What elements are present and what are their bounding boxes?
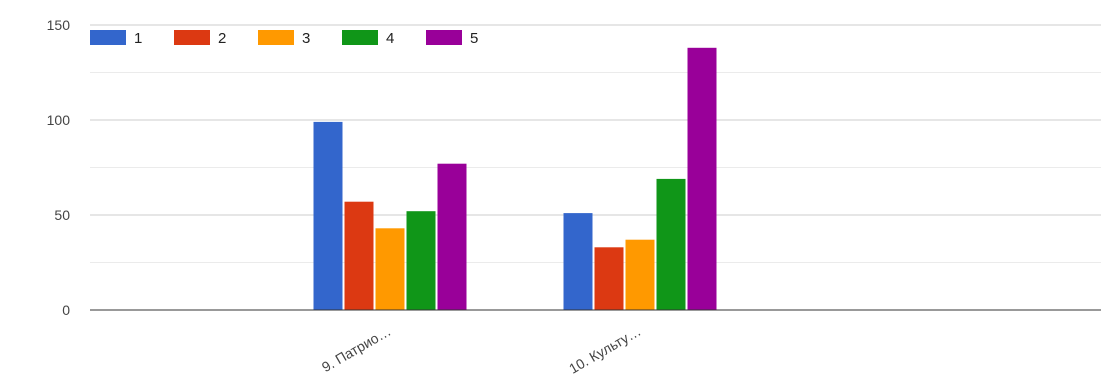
y-tick-label: 50 (54, 207, 70, 223)
y-axis-ticks: 0 50 100 150 (47, 17, 71, 318)
legend-swatch-4 (342, 30, 378, 45)
legend-swatch-1 (90, 30, 126, 45)
y-tick-label: 100 (47, 112, 71, 128)
legend-label-5: 5 (470, 30, 478, 47)
legend-swatch-2 (174, 30, 210, 45)
y-tick-label: 150 (47, 17, 71, 33)
bar-series-2-cat-2 (594, 247, 624, 310)
gridlines (90, 24, 1101, 263)
bar-series-2-cat-1 (344, 201, 374, 310)
legend-swatch-3 (258, 30, 294, 45)
x-axis: 9. Патрио… 10. Культу… (90, 309, 1101, 377)
bar-series-1-cat-1 (313, 121, 343, 311)
x-category-label: 9. Патрио… (319, 323, 394, 375)
legend-label-4: 4 (386, 30, 394, 47)
bar-series-4-cat-1 (406, 211, 436, 310)
bar-series-4-cat-2 (656, 178, 686, 310)
legend-label-3: 3 (302, 30, 310, 47)
bar-series-3-cat-1 (375, 228, 405, 310)
legend-label-2: 2 (218, 30, 226, 47)
legend: 1 2 3 4 5 (90, 30, 478, 47)
bar-series-5-cat-1 (437, 163, 467, 310)
x-category-label: 10. Культу… (566, 323, 643, 377)
bar-series-3-cat-2 (625, 239, 655, 310)
y-tick-label: 0 (62, 302, 70, 318)
bar-series-1-cat-2 (563, 213, 593, 310)
legend-label-1: 1 (134, 30, 142, 47)
bars (313, 47, 717, 311)
legend-swatch-5 (426, 30, 462, 45)
bar-series-5-cat-2 (687, 47, 717, 311)
